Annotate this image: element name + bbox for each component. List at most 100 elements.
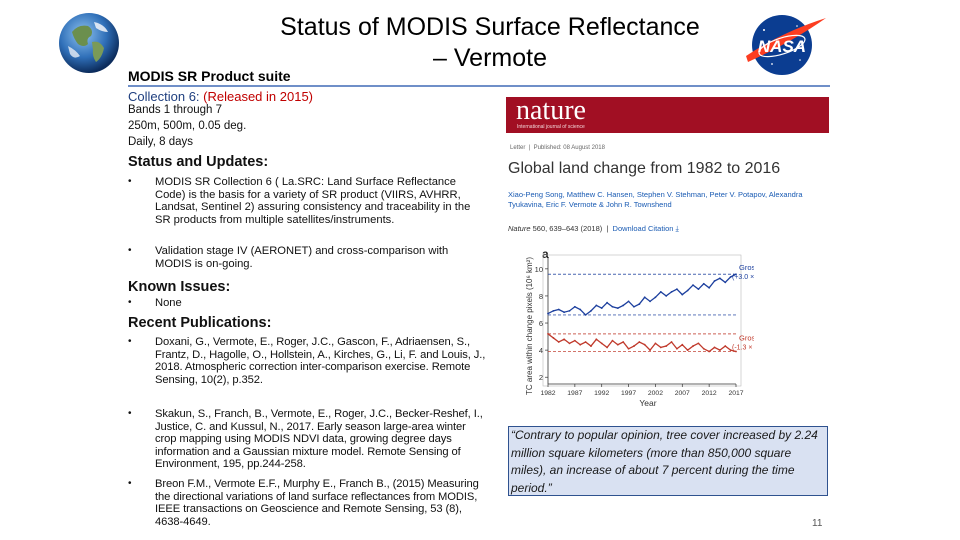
- gain-series-line: [547, 273, 737, 316]
- gain-data-point: [718, 277, 721, 280]
- gain-data-point: [665, 295, 668, 297]
- loss-data-point: [729, 349, 732, 352]
- gain-data-point: [584, 314, 587, 316]
- loss-data-point: [718, 349, 721, 352]
- bullet-icon: •: [128, 176, 132, 187]
- chart-y-axis-label: TC area within change pixels (10⁶ km²): [525, 257, 534, 395]
- loss-data-point: [713, 346, 716, 349]
- article-authors[interactable]: Xiao-Peng Song, Matthew C. Hansen, Steph…: [508, 190, 803, 209]
- article-type: Letter: [510, 145, 526, 151]
- loss-data-point: [584, 341, 587, 343]
- publication-item-text: Doxani, G., Vermote, E., Roger, J.C., Ga…: [155, 336, 486, 386]
- loss-data-point: [686, 349, 689, 352]
- y-tick-label: 2: [539, 373, 543, 382]
- loss-data-point: [676, 347, 678, 350]
- loss-data-point: [659, 346, 662, 349]
- citation-journal: Nature: [508, 224, 531, 233]
- gain-data-point: [735, 273, 737, 276]
- slide-title: Status of MODIS Surface Reflectance – Ve…: [250, 12, 730, 74]
- loss-data-point: [697, 342, 700, 345]
- gain-data-point: [568, 309, 571, 312]
- resolution-text: 250m, 500m, 0.05 deg.: [128, 120, 247, 132]
- x-tick-label: 1992: [594, 390, 609, 397]
- publication-item: • Skakun, S., Franch, B., Vermote, E., R…: [128, 408, 488, 476]
- loss-data-point: [552, 337, 555, 339]
- loss-data-point: [665, 345, 668, 347]
- loss-data-point: [590, 345, 592, 347]
- x-tick-label: 2017: [728, 390, 743, 397]
- chart-panel-label: a: [542, 247, 549, 261]
- gain-data-point: [676, 288, 678, 291]
- y-tick-label: 10: [535, 265, 543, 274]
- status-item-text: MODIS SR Collection 6 ( La.SRC: Land Sur…: [155, 176, 471, 226]
- gain-data-point: [590, 309, 592, 312]
- nature-journal-banner: [506, 97, 829, 133]
- publication-item-text: Breon F.M., Vermote E.F., Murphy E., Fra…: [155, 478, 479, 528]
- gain-data-point: [724, 281, 727, 284]
- gain-data-point: [627, 300, 630, 303]
- loss-data-point: [708, 350, 711, 353]
- gain-data-point: [659, 290, 662, 293]
- gain-data-point: [643, 296, 646, 299]
- title-divider: [128, 85, 830, 87]
- svg-text:NASA: NASA: [758, 37, 806, 56]
- loss-data-point: [681, 343, 684, 346]
- y-tick-label: 4: [539, 346, 543, 355]
- gain-data-point: [606, 301, 608, 304]
- earth-globe-icon: [59, 13, 119, 73]
- collection-prefix: Collection 6:: [128, 89, 204, 104]
- issue-item-text: None: [155, 297, 182, 309]
- loss-series-line: [547, 333, 737, 353]
- loss-data-point: [702, 347, 705, 350]
- download-icon[interactable]: ⤓: [675, 224, 679, 233]
- loss-data-point: [735, 350, 737, 353]
- loss-data-point: [547, 332, 549, 335]
- gain-data-point: [729, 276, 732, 278]
- citation-volume: 560, 639–643 (2018): [530, 224, 603, 233]
- x-tick-label: 1982: [540, 390, 555, 397]
- loss-annotation-label: Gross loss: [739, 334, 754, 343]
- quote-box: “Contrary to popular opinion, tree cover…: [508, 426, 828, 496]
- gain-data-point: [616, 307, 619, 310]
- chart-x-axis-label: Year: [639, 398, 656, 408]
- publication-item: • Breon F.M., Vermote E.F., Murphy E., F…: [128, 478, 488, 534]
- x-tick-label: 2007: [675, 390, 690, 397]
- bullet-icon: •: [128, 245, 132, 256]
- publication-item-text: Skakun, S., Franch, B., Vermote, E., Rog…: [155, 408, 483, 471]
- gain-data-point: [563, 311, 566, 314]
- bands-text: Bands 1 through 7: [128, 104, 222, 116]
- x-tick-label: 1987: [567, 390, 582, 397]
- quote-text: “Contrary to popular opinion, tree cover…: [511, 428, 818, 495]
- gain-data-point: [638, 303, 641, 305]
- loss-data-point: [606, 346, 608, 349]
- bullet-icon: •: [128, 297, 132, 308]
- gain-annotation-label: Gross gain: [739, 263, 754, 272]
- gain-data-point: [579, 308, 582, 311]
- gain-data-point: [670, 290, 673, 293]
- article-title: Global land change from 1982 to 2016: [508, 160, 781, 177]
- chart-plot-frame: [542, 254, 742, 387]
- loss-data-point: [627, 347, 630, 350]
- land-change-chart: a TC area within change pixels (10⁶ km²)…: [525, 247, 754, 408]
- download-citation-link[interactable]: Download Citation: [612, 224, 674, 233]
- issue-item: • None: [128, 297, 488, 311]
- bullet-icon: •: [128, 336, 132, 347]
- loss-data-point: [622, 341, 625, 343]
- loss-data-point: [643, 343, 646, 346]
- loss-data-point: [633, 345, 635, 347]
- gain-data-point: [702, 282, 705, 285]
- gain-data-point: [573, 305, 576, 308]
- article-citation: Nature 560, 639–643 (2018) | Download Ci…: [508, 224, 679, 233]
- loss-data-point: [611, 339, 614, 342]
- collection-line: Collection 6: (Released in 2015): [128, 89, 313, 104]
- gain-data-point: [611, 305, 614, 308]
- loss-data-point: [649, 349, 651, 352]
- status-item: • Validation stage IV (AERONET) and cros…: [128, 245, 488, 273]
- gain-data-point: [649, 300, 651, 303]
- loss-data-point: [595, 338, 598, 341]
- gain-data-point: [595, 304, 598, 307]
- article-published: Published: 08 August 2018: [533, 145, 605, 151]
- collection-released: (Released in 2015): [203, 89, 314, 104]
- x-tick-label: 2002: [648, 390, 663, 397]
- nature-journal-name: nature: [516, 95, 586, 126]
